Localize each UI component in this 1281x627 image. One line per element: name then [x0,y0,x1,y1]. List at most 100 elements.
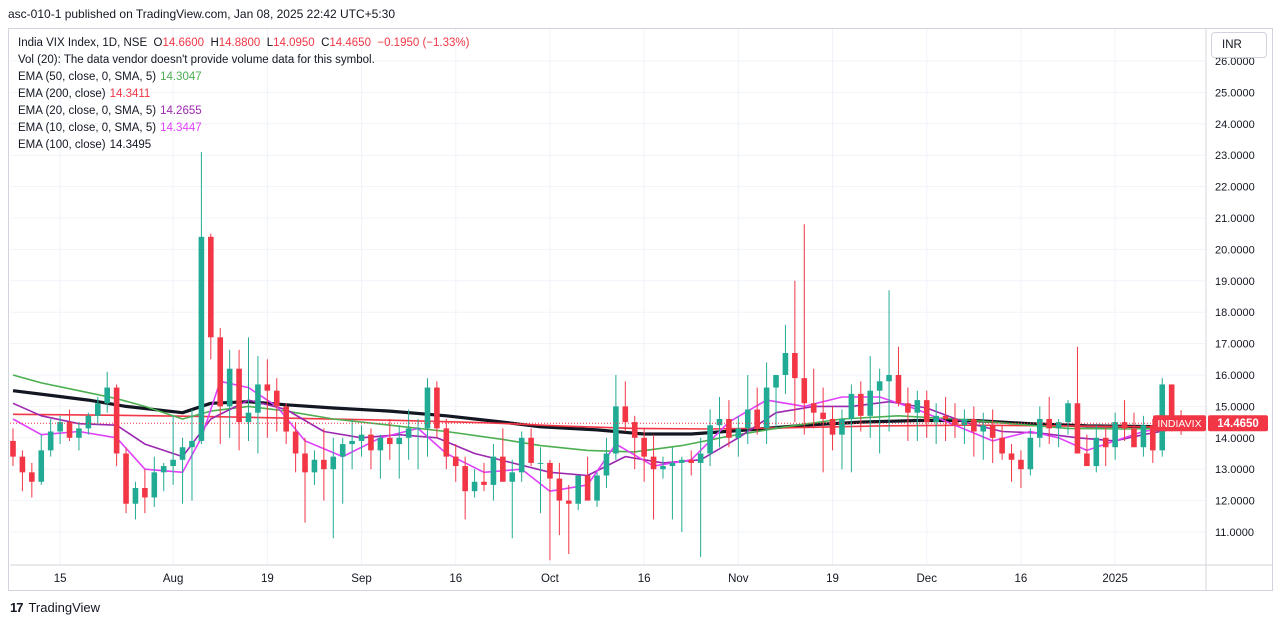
high-label: H [210,37,219,49]
y-tick-label: 20.0000 [1215,244,1255,256]
candle-body [245,412,252,423]
indicator-row[interactable]: EMA (10, close, 0, SMA, 5) 14.3447 [18,120,469,137]
candle-body [914,400,921,413]
x-tick-label: 16 [1015,573,1028,585]
candle-body [1036,418,1043,438]
candle-body [1065,403,1071,423]
candle-body [123,453,129,504]
tradingview-logo-icon: 17 [10,600,24,615]
indicator-value: 14.3447 [160,122,202,134]
candle-body [565,500,572,504]
high-value: 14.8800 [218,37,261,49]
indicator-value: 14.3047 [160,71,202,83]
candle-body [1093,437,1100,467]
candle-body [1121,422,1128,429]
candle-body [1027,437,1034,470]
x-tick-label: Sep [351,573,371,585]
candle-body [509,472,516,482]
candle-body [575,475,581,504]
y-tick-label: 11.0000 [1215,527,1254,539]
candle-body [236,368,242,423]
candle-body [1074,403,1081,454]
y-tick-label: 18.0000 [1215,307,1255,319]
candle-body [792,353,798,379]
indicator-label: EMA (20, close, 0, SMA, 5) [18,105,157,117]
candle-body [679,459,685,463]
candle-body [396,437,403,445]
x-tick-label: Oct [541,573,560,585]
candle-body [697,453,704,463]
candle-body [189,440,195,448]
candle-body [782,353,789,375]
indicator-value: 14.3495 [109,139,152,151]
indicator-label: EMA (50, close, 0, SMA, 5) [18,71,157,83]
open-label: O [153,37,163,49]
candle-body [895,375,902,404]
candle-body [471,481,478,492]
symbol-tag-label: INDIAVIX [1157,418,1201,430]
candle-body [132,488,139,504]
candle-body [631,422,638,438]
indicator-row[interactable]: EMA (200, close) 14.3411 [18,86,469,103]
candle-body [952,418,958,426]
candle-body [839,418,845,435]
candle-body [528,437,534,463]
indicator-row[interactable]: EMA (100, close) 14.3495 [18,137,469,154]
candle-body [85,415,92,429]
y-tick-label: 14.0000 [1215,433,1255,445]
symbol-tag-bg [1153,415,1206,432]
time-axis: 15 Aug 19 Sep 16 Oct 16 Nov 19 Dec 16 2025 [10,564,1272,585]
candle-body [810,403,817,413]
price-axis: 11.0000 12.0000 13.0000 14.0000 15.0000 16.00… [1205,29,1255,590]
x-tick-label: Aug [163,573,183,585]
candle-body [330,456,337,470]
ema-line [12,380,1172,492]
indicator-row[interactable]: EMA (20, close, 0, SMA, 5) 14.2655 [18,103,469,120]
candle-body [302,453,308,473]
candle-body [405,428,412,438]
candle-body [387,437,393,445]
change-value: −0.1950 (−1.33%) [377,37,470,49]
candle-body [1055,422,1062,429]
candle-body [763,387,770,429]
candle-body [594,475,600,501]
candle-body [829,418,836,435]
candle-body [462,466,468,492]
currency-button[interactable]: INR [1211,32,1267,58]
candle-body [273,390,280,407]
candle-body [500,456,506,482]
close-label: C [321,37,330,49]
candle-body [1131,428,1137,448]
candle-body [622,406,629,423]
candle-body [481,481,487,485]
candle-body [1112,422,1118,448]
candle-body [650,456,657,470]
candle-body [905,403,911,413]
candle-body [283,406,289,432]
candle-body [744,409,751,429]
chart-frame[interactable] [8,28,1273,591]
price-tag-bg [1208,415,1268,432]
candle-body [858,393,864,416]
candles [10,152,1184,561]
indicator-row[interactable]: EMA (50, close, 0, SMA, 5) 14.3047 [18,69,469,86]
candle-body [735,428,742,438]
candle-body [292,431,299,454]
candle-body [518,437,525,473]
candle-body [142,488,148,498]
candle-body [113,387,120,454]
candle-body [669,462,676,467]
candle-body [170,459,176,467]
candle-body [1084,453,1090,467]
candle-body [47,431,54,451]
candle-body [443,428,450,457]
candle-body [603,453,610,476]
candle-body [19,456,26,473]
indicator-value: 14.2655 [160,105,202,117]
candle-body [358,434,365,441]
y-tick-label: 21.0000 [1215,213,1255,225]
price-tag-value: 14.4650 [1217,418,1259,430]
x-tick-label: 19 [826,573,839,585]
candle-body [867,390,874,416]
